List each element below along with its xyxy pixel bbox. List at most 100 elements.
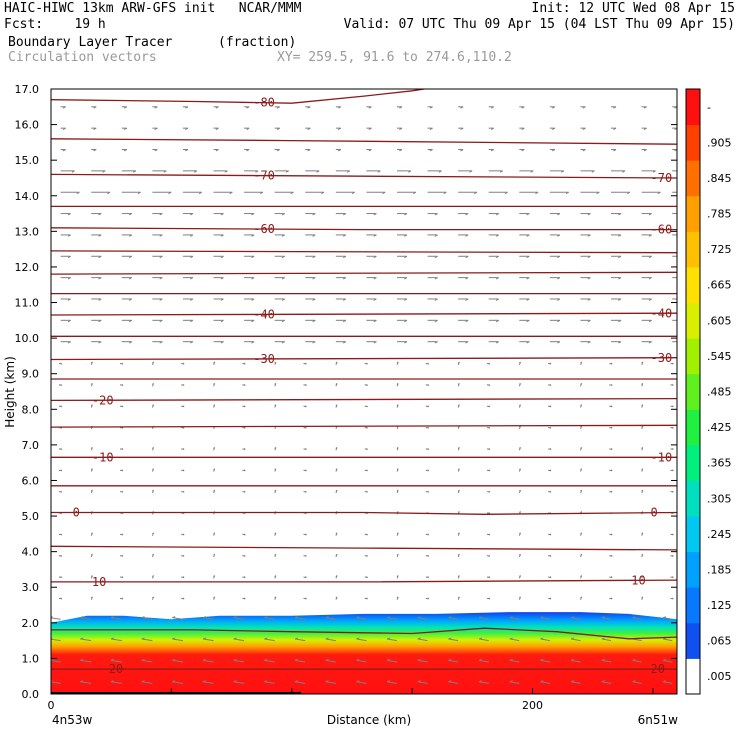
vector-arrow-head [490, 106, 494, 109]
vector-arrow-head [552, 127, 556, 131]
vector-arrow-head [457, 447, 460, 451]
vector-arrow-head [613, 127, 617, 131]
vector-arrow-head [242, 576, 246, 579]
vector-arrow-head [495, 234, 499, 237]
vector-arrow-head [652, 170, 656, 173]
vector-arrow-head [290, 191, 294, 195]
vector-arrow [448, 617, 459, 620]
vector-arrow-head [670, 448, 674, 450]
vector-arrow-head [123, 127, 128, 131]
vector-arrow-head [518, 554, 521, 558]
vector-arrow-head [251, 255, 255, 259]
vector-arrow-head [465, 277, 469, 280]
vector-arrow-head [641, 404, 644, 408]
vector-arrow-head [680, 214, 683, 215]
vector-arrow-head [246, 127, 250, 131]
vector-arrow-head [213, 447, 216, 451]
vector-arrow-head [429, 127, 433, 131]
vector-arrow-head [368, 127, 372, 131]
vector-arrow-head [641, 468, 644, 472]
x-tick-label: 200 [522, 699, 543, 712]
vector-arrow [417, 638, 428, 642]
vector-arrow-head [438, 170, 442, 173]
vector-arrow-head [181, 576, 185, 579]
vector-arrow-head [670, 405, 674, 408]
vector-arrow-head [641, 447, 644, 451]
vector-arrow-head [648, 255, 652, 259]
vector-arrow [325, 681, 336, 684]
vector-arrow-head [264, 616, 268, 619]
vector-arrow-head [457, 554, 460, 558]
vector-arrow [141, 681, 153, 684]
vector-arrow-head [526, 234, 530, 237]
vector-arrow-head [486, 597, 491, 600]
vector-arrow-head [618, 298, 622, 301]
vector-arrow-head [580, 575, 583, 579]
vector-arrow-head [181, 427, 185, 429]
vector-arrow-head [526, 298, 530, 301]
x-endpoint-right: 6n51w [638, 713, 679, 727]
vector-arrow-head [90, 383, 93, 387]
colorbar-swatch [686, 338, 700, 375]
vector-arrow-head [548, 405, 552, 408]
vector-arrow-head [495, 298, 499, 301]
vector-arrow-head [229, 191, 233, 195]
colorbar-label: .185 [707, 563, 732, 576]
vector-arrow-head [246, 149, 250, 152]
vector-arrow-head [618, 255, 622, 259]
contour-line [51, 627, 677, 640]
vector-arrow-head [294, 637, 299, 640]
contour-label: 10 [92, 575, 106, 589]
contour-line [51, 312, 677, 316]
vector-arrow-head [570, 658, 575, 661]
vector-arrow-head [307, 106, 311, 109]
vector-arrow-head [373, 298, 377, 301]
vector-arrow-head [465, 255, 469, 259]
vector-arrow-head [110, 637, 114, 640]
vector-arrow-head [119, 448, 124, 450]
vector-arrow-head [213, 361, 216, 366]
vector-arrow-head [412, 191, 417, 195]
vector-arrow-head [220, 341, 224, 344]
vector-arrow-head [540, 680, 544, 683]
vector-arrow-head [657, 191, 661, 195]
vector-arrow-head [151, 596, 155, 600]
vector-arrow [632, 617, 642, 620]
vector-arrow-head [609, 362, 613, 365]
vector-arrow-head [335, 532, 338, 536]
vector-arrow-head [281, 341, 285, 344]
colorbar-swatch [686, 658, 700, 695]
vector-arrow-head [404, 341, 408, 344]
vector-arrow-head [587, 255, 591, 259]
vector-arrow-head [486, 384, 491, 386]
vector-arrow [233, 659, 245, 663]
vector-arrow-head [335, 468, 338, 472]
vector-arrow-head [98, 234, 102, 237]
vector-arrow [172, 659, 184, 663]
vector-arrow-head [151, 489, 155, 494]
vector-arrow-head [609, 469, 613, 472]
vector-arrow-head [260, 191, 264, 195]
vector-arrow [264, 617, 275, 620]
vector-arrow-head [67, 234, 71, 237]
vector-arrow-head [518, 361, 521, 366]
vector-arrow-head [609, 448, 613, 450]
vector-arrow-head [663, 637, 667, 640]
contour-line [51, 271, 677, 275]
vector-arrow-head [443, 191, 447, 195]
vector-arrow-head [107, 191, 111, 195]
vector-arrow-head [80, 680, 84, 683]
y-tick-label: 15.0 [15, 154, 40, 167]
vector-arrow-head [396, 489, 399, 494]
vector-arrow-head [457, 383, 460, 387]
vector-arrow-head [364, 384, 368, 386]
contour-label: 20 [651, 662, 665, 676]
vector-arrow-head [119, 427, 124, 429]
contour-line [51, 511, 677, 515]
vector-arrow-head [486, 427, 491, 429]
colorbar-swatch [686, 195, 700, 232]
vector-arrow-head [601, 680, 605, 683]
vector-arrow-head [609, 427, 613, 429]
vector-arrow-head [570, 616, 575, 619]
y-tick-label: 0.0 [22, 688, 40, 701]
